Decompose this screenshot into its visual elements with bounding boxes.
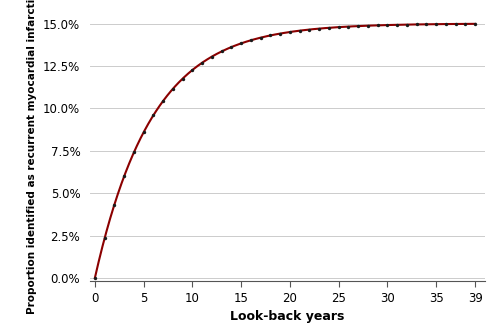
Point xyxy=(432,22,440,27)
Point xyxy=(120,174,128,179)
Point xyxy=(247,38,255,43)
Point xyxy=(208,54,216,59)
Point xyxy=(364,23,372,28)
Point xyxy=(452,21,460,26)
Point xyxy=(198,60,206,65)
Point xyxy=(374,23,382,28)
Point xyxy=(334,24,342,30)
Point xyxy=(130,150,138,155)
Point xyxy=(403,22,411,27)
Point xyxy=(266,33,274,38)
Point xyxy=(296,28,304,33)
Point xyxy=(91,275,99,281)
Point xyxy=(412,22,420,27)
Point xyxy=(462,21,469,26)
Point xyxy=(140,130,147,135)
Point xyxy=(169,86,177,91)
Point xyxy=(256,35,264,40)
Point xyxy=(178,76,186,81)
Point xyxy=(422,22,430,27)
Point xyxy=(325,25,333,30)
Point xyxy=(393,22,401,27)
Point xyxy=(150,113,158,118)
X-axis label: Look-back years: Look-back years xyxy=(230,310,344,323)
Point xyxy=(218,49,226,54)
Point xyxy=(276,31,284,36)
Point xyxy=(315,26,323,31)
Point xyxy=(237,41,245,46)
Point xyxy=(228,44,235,50)
Point xyxy=(110,202,118,207)
Point xyxy=(188,67,196,72)
Point xyxy=(354,24,362,29)
Point xyxy=(159,98,167,104)
Point xyxy=(344,24,352,29)
Point xyxy=(100,236,108,241)
Point xyxy=(286,29,294,35)
Point xyxy=(384,23,392,28)
Point xyxy=(442,22,450,27)
Point xyxy=(471,21,479,26)
Point xyxy=(306,27,314,32)
Y-axis label: Proportion identified as recurrent myocardial infarctions: Proportion identified as recurrent myoca… xyxy=(28,0,38,314)
